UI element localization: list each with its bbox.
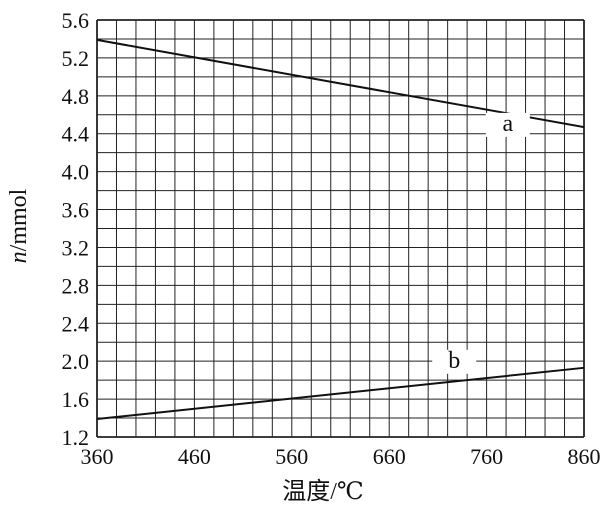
- y-tick-label: 4.4: [62, 122, 90, 147]
- y-axis-label-unit: /mmol: [6, 188, 32, 251]
- series-labels: ab: [432, 111, 530, 374]
- y-axis-label: n/mmol: [6, 188, 32, 263]
- x-tick-label: 860: [568, 444, 601, 469]
- y-tick-label: 5.6: [62, 8, 90, 33]
- series-label-bg-b: [432, 349, 477, 374]
- y-tick-label: 4.0: [62, 160, 90, 185]
- x-tick-label: 360: [81, 444, 114, 469]
- x-axis-ticks: 360 460 560 660 760 860: [81, 444, 601, 469]
- x-tick-label: 460: [178, 444, 211, 469]
- y-axis-ticks: 1.2 1.6 2.0 2.4 2.8 3.2 3.6 4.0 4.4 4.8 5.2 5.6: [62, 8, 90, 450]
- y-tick-label: 2.8: [62, 273, 90, 298]
- y-tick-label: 2.0: [62, 349, 90, 374]
- y-tick-label: 3.2: [62, 235, 90, 260]
- y-tick-label: 1.6: [62, 387, 90, 412]
- x-tick-label: 660: [373, 444, 406, 469]
- series-label-b: b: [448, 348, 460, 374]
- series-label-a: a: [502, 111, 513, 137]
- x-tick-label: 760: [470, 444, 503, 469]
- series-lines: [96, 38, 585, 420]
- series-line-a: [96, 38, 585, 129]
- series-line-b: [96, 366, 585, 420]
- y-tick-label: 3.6: [62, 198, 90, 223]
- x-axis-label: 温度/℃: [282, 478, 364, 505]
- y-tick-label: 5.2: [62, 46, 90, 71]
- grid: [96, 19, 585, 438]
- y-tick-label: 1.2: [62, 425, 90, 450]
- y-tick-label: 2.4: [62, 311, 90, 336]
- series-label-bg-a: [485, 112, 530, 137]
- y-axis-label-symbol: n: [6, 251, 32, 263]
- y-tick-label: 4.8: [62, 84, 90, 109]
- x-tick-label: 560: [275, 444, 308, 469]
